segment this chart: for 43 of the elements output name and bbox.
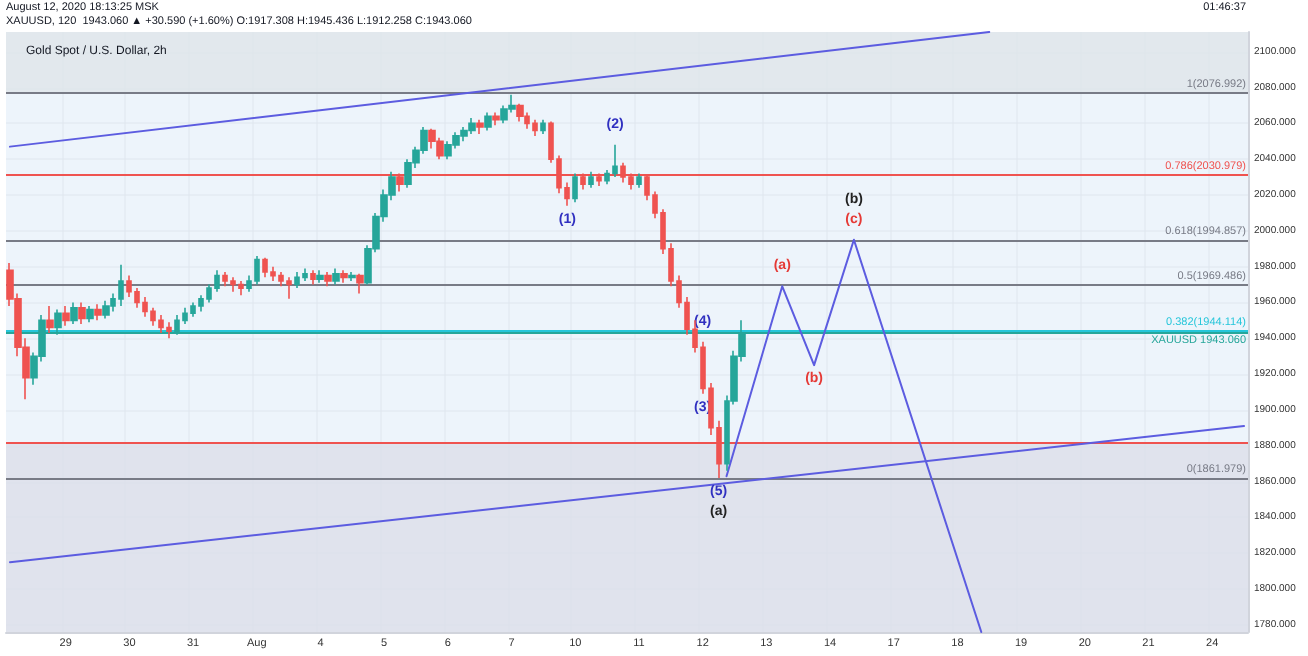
candlestick [468,117,476,135]
candlestick [316,269,324,284]
candlestick [332,267,340,286]
candlestick [348,271,356,282]
candlestick [356,272,364,295]
candlestick [444,140,452,160]
candlestick [262,256,268,279]
candlestick [222,271,228,288]
candlestick [78,301,86,325]
candlestick [572,172,578,203]
candlestick [286,276,292,300]
candlestick [270,265,276,282]
candlestick [102,299,110,320]
candlestick [86,305,94,323]
candlestick [190,301,196,318]
candlestick [310,269,316,286]
candlestick [70,301,78,325]
candlestick [532,118,538,137]
candlestick [492,111,500,126]
candlestick [294,271,300,289]
candlestick [636,172,642,189]
candlestick [254,255,260,286]
candlestick [340,269,348,284]
candlestick [588,170,594,189]
candlestick [436,136,444,160]
candlestick [166,321,172,340]
candlestick [476,118,484,135]
candlestick [46,305,54,334]
candlestick [62,305,70,327]
candlestick [612,144,618,178]
candlestick [324,271,332,288]
candlestick [460,126,468,143]
candlestick [238,280,244,297]
candlestick [118,264,124,307]
candlestick [230,276,236,293]
candlestick [94,303,102,322]
candlestick [142,296,148,318]
candlestick [158,314,164,334]
candlestick [524,111,530,130]
candlestick [302,267,308,282]
candlestick [516,102,524,123]
candlestick [484,111,492,132]
candlestick [540,118,546,135]
